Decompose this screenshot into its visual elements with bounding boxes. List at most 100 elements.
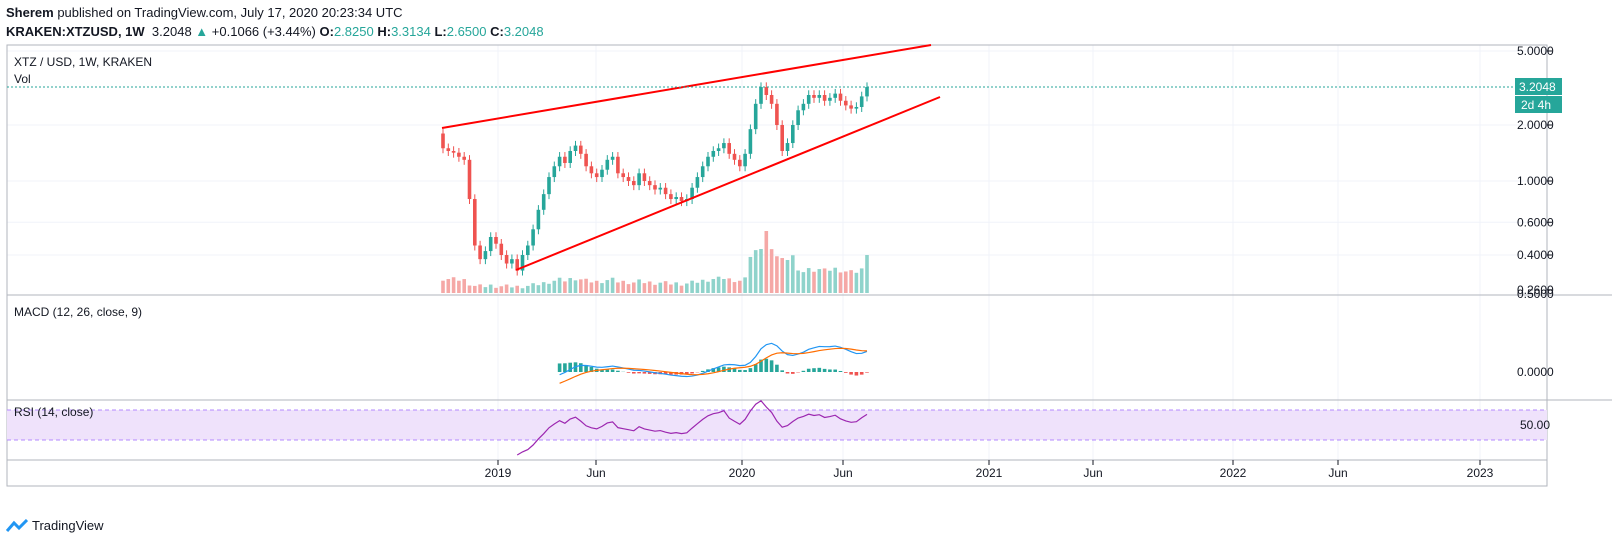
- candle-body: [759, 87, 763, 104]
- trendlines[interactable]: [441, 44, 941, 271]
- volume-bar: [753, 250, 758, 293]
- close-value: 3.2048: [503, 24, 544, 39]
- rsi-tick-label: 50.00: [1520, 418, 1550, 432]
- volume-bar: [775, 256, 779, 293]
- macd-histogram-bar: [759, 359, 763, 372]
- volume-bar: [658, 282, 663, 293]
- volume-bar: [822, 268, 827, 293]
- time-axis[interactable]: 2019 Jun 2020 Jun 2021 Jun 2022 Jun 2023: [485, 460, 1494, 480]
- price-tick-label: 0.4000: [1517, 248, 1554, 262]
- candle-body: [642, 173, 647, 181]
- candle-body: [732, 153, 737, 160]
- macd-histogram-bar: [828, 369, 832, 372]
- candle-body: [446, 148, 451, 151]
- chart-canvas[interactable]: XTZ / USD, 1W, KRAKEN Vol MACD (12, 26, …: [0, 40, 1612, 490]
- candle-body: [653, 185, 657, 190]
- candle-body: [695, 177, 700, 188]
- candle-body: [589, 166, 594, 174]
- macd-histogram-bar: [647, 372, 652, 374]
- time-tick-label: Jun: [1328, 466, 1347, 480]
- candle-body: [637, 173, 641, 186]
- candle-body: [738, 159, 742, 167]
- macd-histogram-bar: [685, 372, 689, 375]
- macd-histogram-bar: [743, 370, 747, 372]
- volume-bar: [478, 284, 482, 293]
- volume-bar: [865, 255, 869, 293]
- time-tick-label: 2021: [976, 466, 1003, 480]
- volume-bar: [722, 279, 726, 293]
- candle-body: [488, 236, 493, 252]
- macd-histogram-bar: [700, 370, 705, 372]
- volume-bar: [563, 281, 567, 293]
- volume-bar: [473, 285, 477, 293]
- macd-pane: [557, 342, 869, 384]
- macd-histogram-bar: [610, 369, 615, 372]
- volume-bar: [536, 285, 541, 293]
- volume-bar: [462, 279, 466, 293]
- macd-histogram-bar: [854, 372, 859, 376]
- symbol-label: KRAKEN:XTZUSD, 1W: [6, 24, 145, 39]
- candle-body: [727, 143, 731, 154]
- candle-body: [632, 181, 636, 186]
- candle-body: [838, 93, 843, 101]
- volume-bar: [557, 277, 562, 293]
- price-axis[interactable]: 5.0000 2.0000 1.0000 0.6000 0.4000 0.26000.50…: [1517, 44, 1554, 432]
- volume-bar: [690, 280, 694, 293]
- author-name[interactable]: Sherem: [6, 5, 54, 20]
- macd-histogram-bar: [663, 372, 668, 375]
- volume-bars: [441, 231, 869, 293]
- macd-histogram-bar: [690, 372, 694, 374]
- macd-histogram-bar: [844, 372, 848, 373]
- volume-bar: [663, 281, 668, 293]
- candles: [441, 82, 869, 276]
- vol-label: Vol: [14, 72, 31, 86]
- volume-bar: [552, 280, 557, 293]
- volume-bar: [589, 282, 594, 293]
- macd-histogram-bar: [584, 365, 588, 372]
- volume-bar: [844, 271, 848, 293]
- volume-bar: [716, 276, 721, 293]
- price-tick-label: 2.0000: [1517, 118, 1554, 132]
- candle-body: [663, 187, 668, 195]
- candle-body: [584, 153, 588, 167]
- macd-histogram-bar: [626, 372, 631, 373]
- volume-bar: [653, 284, 657, 293]
- candle-body: [494, 236, 498, 244]
- volume-bar: [488, 284, 493, 293]
- macd-histogram-bar: [859, 372, 864, 375]
- tradingview-logo-icon: [6, 518, 28, 532]
- candle-body: [828, 97, 832, 101]
- price-tick-label: 0.2600: [1517, 283, 1554, 297]
- candle-body: [568, 150, 572, 163]
- candle-body: [579, 145, 583, 154]
- macd-histogram-bar: [753, 364, 758, 372]
- price-change: +0.1066 (+3.44%): [211, 24, 316, 39]
- macd-histogram-bar: [616, 370, 620, 372]
- volume-bar: [743, 277, 747, 293]
- candle-body: [812, 94, 816, 98]
- volume-bar: [700, 279, 705, 293]
- volume-bar: [573, 280, 578, 293]
- volume-bar: [579, 279, 583, 293]
- candle-body: [700, 166, 705, 178]
- candle-body: [817, 94, 822, 98]
- volume-bar: [828, 270, 832, 293]
- macd-tick-label: 0.5000: [1517, 287, 1554, 301]
- macd-histogram-bar: [806, 368, 811, 372]
- volume-bar: [669, 284, 673, 293]
- candle-body: [462, 156, 466, 160]
- macd-histogram-bar: [775, 364, 779, 372]
- volume-bar: [621, 280, 625, 293]
- low-label: L:: [434, 24, 447, 39]
- candle-body: [467, 159, 472, 200]
- volume-bar: [759, 249, 763, 293]
- low-value: 2.6500: [446, 24, 487, 39]
- candle-body: [616, 156, 620, 174]
- candle-body: [769, 94, 774, 104]
- volume-bar: [833, 267, 837, 293]
- tradingview-brand[interactable]: TradingView: [6, 518, 104, 533]
- macd-histogram-bar: [563, 363, 567, 372]
- candle-body: [844, 100, 848, 106]
- countdown-badge: [1515, 96, 1562, 113]
- time-tick-label: 2020: [729, 466, 756, 480]
